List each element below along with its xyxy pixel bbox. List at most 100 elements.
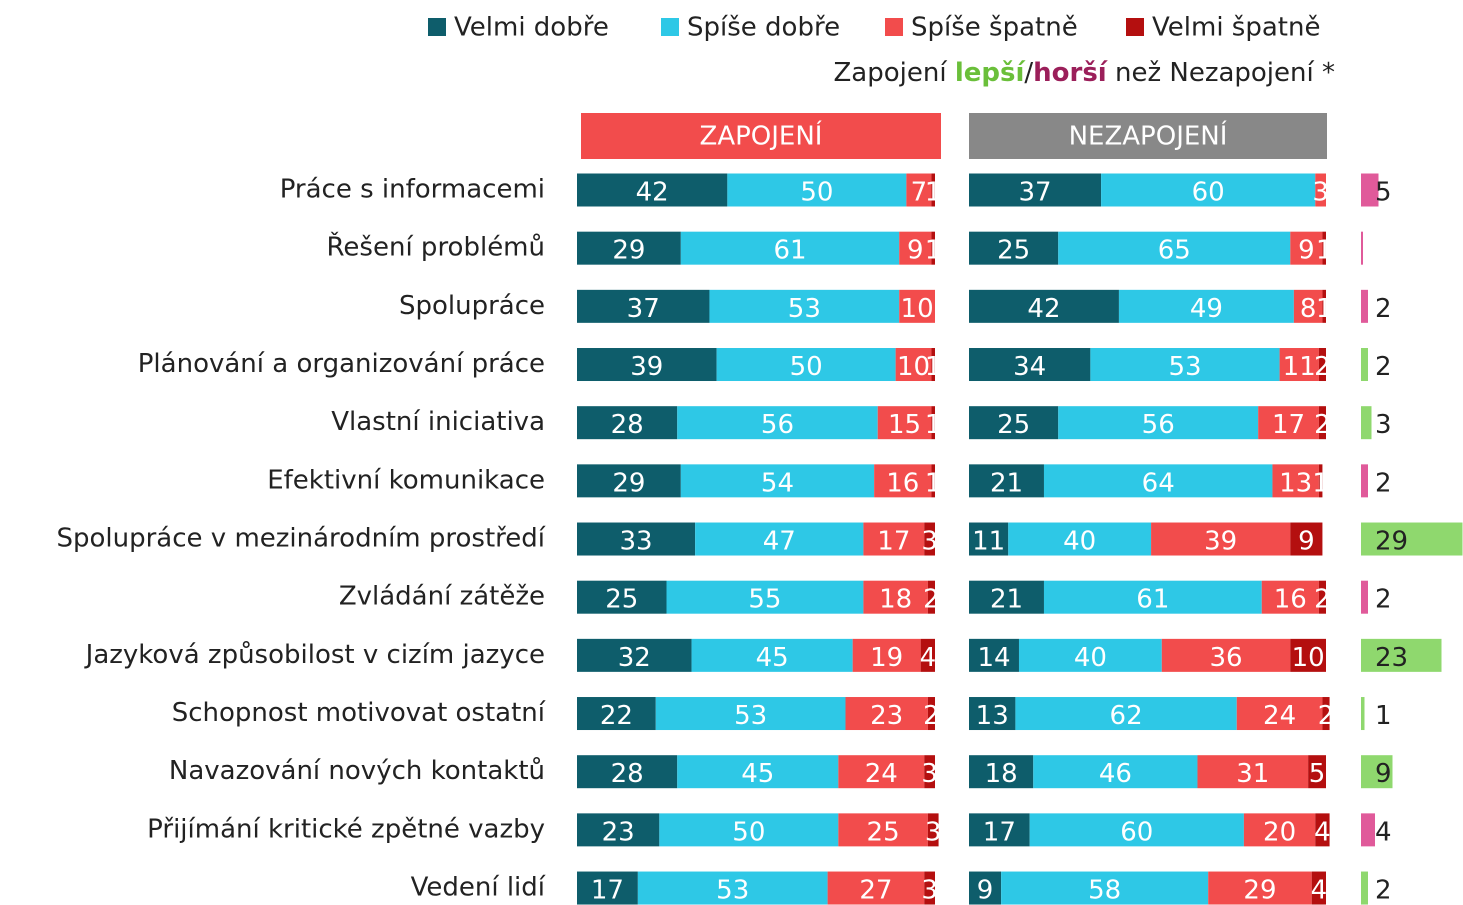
bar-segment — [899, 231, 932, 265]
bar-segment — [1058, 406, 1259, 440]
data-label: 31 — [1236, 759, 1269, 789]
bar-segment — [969, 522, 1009, 556]
note-part: lepší — [955, 58, 1027, 88]
data-label: 19 — [870, 643, 903, 673]
bar-segment — [1318, 406, 1326, 440]
data-label: 3 — [921, 759, 938, 789]
data-label: 15 — [888, 410, 921, 440]
bar-segment — [931, 406, 935, 440]
category-label: Spolupráce — [399, 291, 545, 321]
data-label: 7 — [911, 178, 928, 208]
legend-label: Spíše dobře — [687, 13, 840, 43]
difference-label: 4 — [1375, 817, 1392, 847]
category-label: Navazování nových kontaktů — [169, 756, 545, 786]
bar-segment — [920, 638, 935, 672]
bar-segment — [1318, 580, 1326, 614]
bar-segment — [877, 406, 932, 440]
data-label: 53 — [716, 876, 749, 905]
difference-label: 2 — [1375, 468, 1392, 498]
data-label: 3 — [925, 817, 942, 847]
bar-segment — [838, 813, 928, 847]
data-label: 25 — [867, 817, 900, 847]
difference-bar — [1361, 638, 1442, 672]
bar-segment — [1258, 406, 1319, 440]
bar-segment — [1090, 348, 1280, 382]
legend-label: Spíše špatně — [911, 13, 1078, 43]
bar-segment — [827, 871, 925, 905]
bar-segment — [927, 813, 939, 847]
bar-segment — [1236, 697, 1323, 731]
bar-segment — [969, 813, 1030, 847]
difference-label: 2 — [1375, 585, 1392, 615]
data-label: 21 — [990, 585, 1023, 615]
difference-bar — [1361, 697, 1365, 731]
bar-segment — [874, 464, 932, 498]
legend-swatch — [1126, 18, 1144, 36]
data-label: 37 — [627, 294, 660, 324]
data-label: 1 — [1312, 468, 1329, 498]
bar-segment — [1118, 289, 1294, 323]
difference-label: 2 — [1375, 876, 1392, 905]
data-label: 60 — [1192, 178, 1225, 208]
data-label: 10 — [901, 294, 934, 324]
data-label: 17 — [591, 876, 624, 905]
difference-bar — [1361, 522, 1463, 556]
data-label: 28 — [611, 410, 644, 440]
category-label: Schopnost motivovat ostatní — [172, 698, 546, 728]
data-label: 2 — [1314, 410, 1331, 440]
bar-segment — [1290, 231, 1323, 265]
difference-label: 3 — [1375, 410, 1392, 440]
category-label: Přijímání kritické zpětné vazby — [147, 814, 545, 844]
legend-swatch — [428, 18, 446, 36]
difference-bar — [1361, 813, 1375, 847]
data-label: 25 — [997, 410, 1030, 440]
difference-label: 2 — [1375, 352, 1392, 382]
bar-segment — [1315, 813, 1330, 847]
data-label: 3 — [921, 876, 938, 905]
panel-title: NEZAPOJENÍ — [1069, 120, 1228, 152]
bar-segment — [1043, 580, 1262, 614]
data-label: 11 — [972, 527, 1005, 557]
category-label: Řešení problémů — [327, 231, 545, 263]
bar-segment — [1290, 522, 1323, 556]
data-label: 54 — [761, 468, 794, 498]
bar-segment — [845, 697, 928, 731]
bar-segment — [1008, 522, 1152, 556]
bar-segment — [931, 173, 935, 207]
category-label: Vedení lidí — [411, 873, 546, 903]
bar-segment — [969, 464, 1044, 498]
bar-segment — [931, 231, 935, 265]
data-label: 2 — [1314, 585, 1331, 615]
difference-bar — [1361, 464, 1368, 498]
legend-swatch — [661, 18, 679, 36]
bar-segment — [727, 173, 907, 207]
data-label: 14 — [977, 643, 1010, 673]
data-label: 10 — [897, 352, 930, 382]
data-label: 9 — [1298, 527, 1315, 557]
bar-segment — [1318, 348, 1326, 382]
bar-segment — [655, 697, 846, 731]
data-label: 4 — [920, 643, 937, 673]
data-label: 61 — [1136, 585, 1169, 615]
data-label: 9 — [907, 236, 924, 266]
data-label: 62 — [1110, 701, 1143, 731]
bar-segment — [969, 289, 1119, 323]
bar-segment — [1033, 755, 1198, 789]
data-label: 3 — [921, 527, 938, 557]
bar-segment — [577, 755, 678, 789]
bar-segment — [969, 348, 1091, 382]
bar-segment — [577, 231, 681, 265]
data-label: 53 — [734, 701, 767, 731]
data-label: 24 — [865, 759, 898, 789]
difference-bar — [1361, 231, 1363, 265]
difference-bar — [1361, 348, 1368, 382]
data-label: 24 — [1263, 701, 1296, 731]
difference-bar — [1361, 871, 1368, 905]
data-label: 37 — [1018, 178, 1051, 208]
bar-segment — [1043, 464, 1273, 498]
bar-segment — [1001, 871, 1209, 905]
data-label: 42 — [636, 178, 669, 208]
data-label: 50 — [732, 817, 765, 847]
note-part: / — [1024, 58, 1033, 88]
bar-segment — [969, 580, 1044, 614]
